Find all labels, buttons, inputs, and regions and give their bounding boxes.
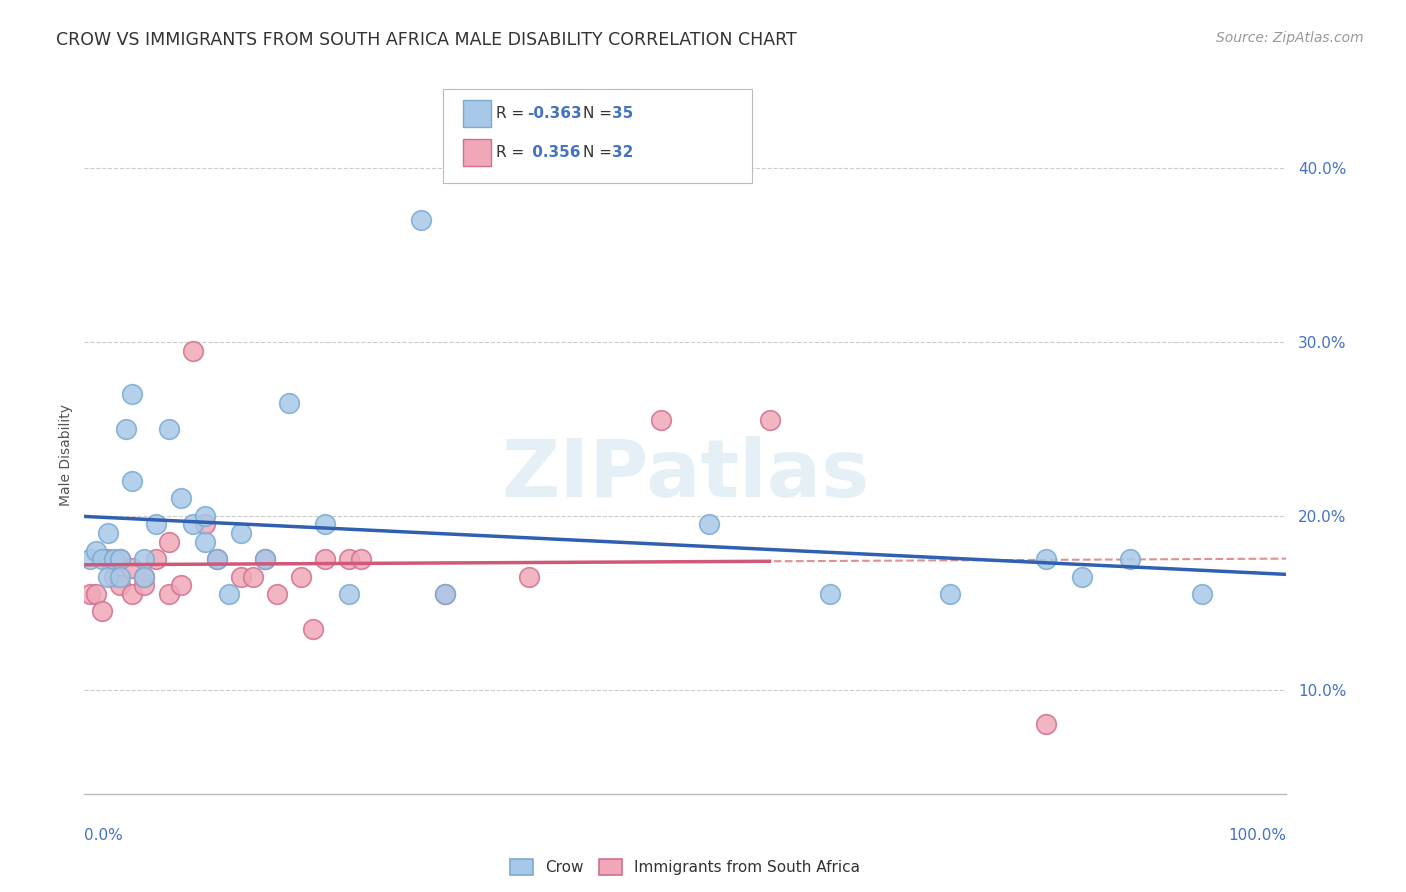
Point	[277, 396, 299, 410]
Point	[157, 422, 180, 436]
Legend: Crow, Immigrants from South Africa: Crow, Immigrants from South Africa	[505, 853, 866, 881]
Y-axis label: Male Disability: Male Disability	[59, 404, 73, 506]
Point	[121, 561, 143, 575]
Point	[181, 343, 204, 358]
Point	[301, 622, 323, 636]
Point	[758, 413, 780, 427]
Point	[517, 569, 540, 583]
Point	[110, 552, 132, 566]
Point	[350, 552, 373, 566]
Point	[194, 534, 217, 549]
Point	[157, 587, 180, 601]
Point	[86, 587, 108, 601]
Point	[103, 569, 125, 583]
Point	[253, 552, 276, 566]
Text: N =: N =	[583, 106, 617, 120]
Point	[229, 526, 252, 541]
Point	[290, 569, 312, 583]
Point	[134, 569, 156, 583]
Point	[194, 508, 217, 523]
Text: 32: 32	[612, 145, 633, 160]
Text: Source: ZipAtlas.com: Source: ZipAtlas.com	[1216, 31, 1364, 45]
Point	[181, 517, 204, 532]
Point	[169, 578, 191, 592]
Point	[79, 552, 101, 566]
Point	[110, 569, 132, 583]
Text: N =: N =	[583, 145, 617, 160]
Point	[110, 578, 132, 592]
Point	[1035, 552, 1057, 566]
Point	[939, 587, 962, 601]
Point	[1119, 552, 1142, 566]
Text: -0.363: -0.363	[527, 106, 582, 120]
Point	[205, 552, 228, 566]
Text: ZIPatlas: ZIPatlas	[502, 436, 869, 515]
Point	[115, 422, 138, 436]
Point	[253, 552, 276, 566]
Text: 100.0%: 100.0%	[1229, 828, 1286, 843]
Point	[145, 517, 167, 532]
Point	[699, 517, 721, 532]
Point	[1071, 569, 1094, 583]
Point	[121, 474, 143, 488]
Point	[86, 543, 108, 558]
Text: R =: R =	[496, 106, 530, 120]
Point	[121, 387, 143, 401]
Point	[157, 534, 180, 549]
Text: CROW VS IMMIGRANTS FROM SOUTH AFRICA MALE DISABILITY CORRELATION CHART: CROW VS IMMIGRANTS FROM SOUTH AFRICA MAL…	[56, 31, 797, 49]
Point	[314, 517, 336, 532]
Point	[91, 552, 114, 566]
Point	[434, 587, 457, 601]
Point	[337, 587, 360, 601]
Point	[266, 587, 288, 601]
Point	[97, 526, 120, 541]
Point	[242, 569, 264, 583]
Point	[145, 552, 167, 566]
Point	[79, 587, 101, 601]
Text: 35: 35	[612, 106, 633, 120]
Point	[97, 552, 120, 566]
Point	[229, 569, 252, 583]
Point	[337, 552, 360, 566]
Point	[818, 587, 841, 601]
Point	[1191, 587, 1213, 601]
Point	[434, 587, 457, 601]
Text: R =: R =	[496, 145, 530, 160]
Point	[91, 604, 114, 618]
Point	[194, 517, 217, 532]
Point	[409, 213, 432, 227]
Point	[134, 552, 156, 566]
Point	[314, 552, 336, 566]
Point	[103, 552, 125, 566]
Text: 0.0%: 0.0%	[84, 828, 124, 843]
Point	[121, 587, 143, 601]
Point	[134, 578, 156, 592]
Point	[205, 552, 228, 566]
Text: 0.356: 0.356	[527, 145, 581, 160]
Point	[110, 552, 132, 566]
Point	[169, 491, 191, 506]
Point	[1035, 717, 1057, 731]
Point	[134, 569, 156, 583]
Point	[97, 569, 120, 583]
Point	[218, 587, 240, 601]
Point	[650, 413, 672, 427]
